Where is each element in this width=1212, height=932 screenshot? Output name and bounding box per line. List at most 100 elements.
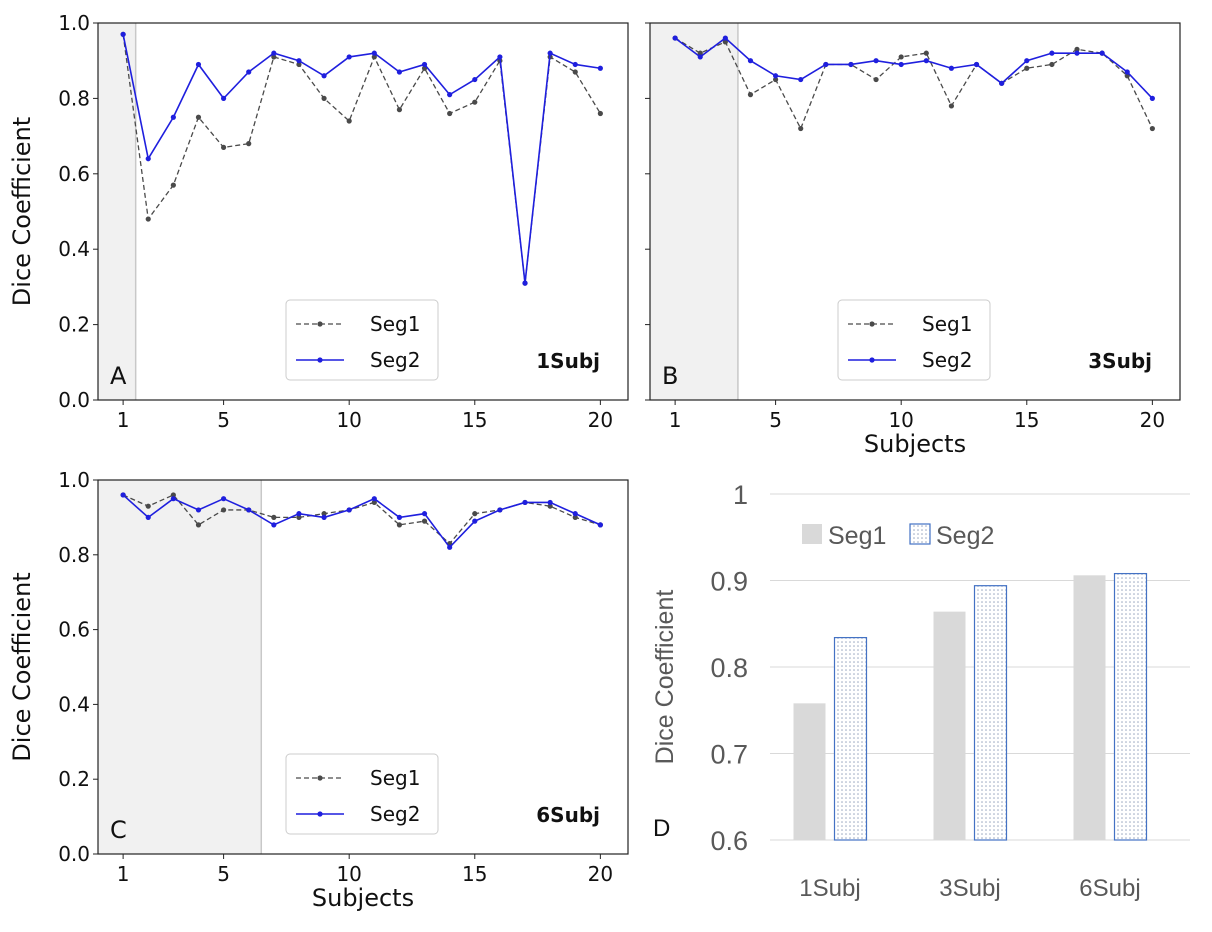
p1-series-seg2-point: [873, 58, 879, 64]
p1-legend-marker-seg2: [869, 357, 875, 363]
p2-plot-frame: [97, 479, 629, 855]
p2-series-seg2-point: [321, 514, 327, 521]
pd-category-label: 6Subj: [1079, 875, 1140, 902]
p2-series-seg2-point: [170, 496, 176, 502]
p1-series-seg1-point: [898, 54, 904, 60]
p2-training-region-shade: [98, 480, 262, 854]
p1-series-seg2-point: [973, 61, 980, 68]
pd-legend-swatch-seg2: [909, 523, 931, 545]
pd-y-tick-label: 0.7: [710, 740, 748, 770]
p1-x-tick-label: 5: [769, 408, 782, 432]
p2-y-tick-label: 1.0: [58, 468, 90, 492]
p0-series-seg2-point: [145, 156, 151, 162]
panel-d-bar-chart: 0.6 0.7 0.8 0.9 1 Dice Coefficient 1Subj 3Subj 6…: [651, 480, 1190, 902]
p0-y-tick-label: 1.0: [58, 11, 90, 35]
p2-series-seg2-point: [572, 511, 578, 517]
pd-y-tick-label: 0.9: [710, 567, 748, 597]
p2-y-tick-label: 0.6: [58, 618, 90, 642]
p0-series-seg1-point: [296, 61, 302, 68]
p1-legend-marker-seg1: [869, 321, 875, 327]
p0-series-seg1-point: [447, 110, 453, 117]
p0-panel-letter: A: [110, 362, 127, 390]
p1-x-tick-label: 10: [888, 408, 913, 432]
p2-series-seg2-point: [195, 507, 202, 513]
p0-series-seg1-point: [321, 95, 327, 101]
p0-series-seg2-point: [396, 69, 403, 75]
p0-y-tick-label: 0.2: [58, 313, 90, 337]
pd-panel-letter: D: [653, 815, 670, 842]
p2-series-seg1-point: [195, 522, 202, 528]
p2-x-tick-label: 20: [588, 862, 613, 886]
p2-series-seg2-point: [220, 496, 227, 502]
p1-series-seg2-point: [1149, 95, 1155, 101]
p1-plot-frame: [649, 22, 1181, 401]
p2-series-seg1-point: [371, 499, 377, 506]
p0-legend-label-seg2: Seg2: [370, 348, 420, 372]
p1-series-seg1-point: [798, 125, 804, 132]
p0-series-seg1-point: [472, 99, 478, 105]
p2-series-seg2-point: [246, 507, 252, 513]
p0-x-tick-label: 10: [336, 408, 361, 432]
p1-series-seg1-point: [722, 39, 728, 45]
p2-legend-label-seg1: Seg1: [370, 766, 420, 790]
p0-series-seg1-point: [572, 69, 578, 75]
p0-series-seg2-point: [497, 54, 503, 60]
p1-x-axis-title: Subjects: [864, 430, 966, 458]
pd-bar-seg1-6subj: [1073, 575, 1106, 840]
p2-panel-tag: 6Subj: [536, 803, 600, 827]
p2-series-seg2-point: [145, 514, 151, 521]
p1-series-seg1-point: [772, 76, 779, 83]
p0-y-tick-label: 0.0: [58, 388, 90, 412]
p1-series-seg2-point: [999, 80, 1005, 86]
p2-series-seg1-point: [170, 492, 176, 498]
p0-series-seg2-point: [421, 61, 428, 68]
p0-series-seg2-point: [522, 280, 528, 286]
p2-panel-letter: C: [110, 816, 127, 844]
p2-series-seg1-point: [572, 514, 578, 521]
p2-x-axis-title: Subjects: [312, 884, 414, 912]
p1-series-seg2-point: [747, 58, 754, 64]
p1-x-tick-label: 1: [669, 408, 682, 432]
p1-series-seg1-point: [1074, 46, 1080, 52]
p0-series-seg1-point: [195, 114, 202, 120]
pd-y-axis-title: Dice Coefficient: [651, 590, 679, 765]
p1-series-seg2-point: [848, 61, 854, 68]
p0-series-seg2-point: [246, 69, 252, 75]
p1-series-seg1-point: [948, 103, 955, 109]
p2-y-tick-label: 0.0: [58, 842, 90, 866]
p2-series-seg1-point: [145, 503, 151, 509]
p1-series-seg1-point: [747, 92, 754, 98]
p2-y-tick-label: 0.2: [58, 767, 90, 791]
p1-series-seg1-point: [1024, 65, 1030, 71]
p0-x-tick-label: 15: [462, 408, 487, 432]
p0-series-seg2-point: [296, 58, 302, 64]
pd-category-label: 1Subj: [799, 875, 860, 902]
p2-series-seg1-point: [296, 514, 302, 521]
p0-series-seg1-point: [396, 107, 403, 113]
p2-legend-marker-seg2: [317, 811, 323, 817]
p0-series-seg1-point: [371, 54, 377, 60]
p1-series-seg2-point: [1049, 50, 1055, 56]
p2-x-tick-label: 10: [336, 862, 361, 886]
pd-y-tick-label: 1: [733, 480, 748, 510]
p0-x-tick-label: 20: [588, 408, 613, 432]
p2-series-seg1-point: [472, 511, 478, 517]
p0-series-seg2-point: [572, 61, 578, 68]
p1-series-seg2-point: [672, 35, 678, 41]
p0-series-seg2-point: [220, 95, 227, 101]
p2-series-seg2-point: [271, 522, 277, 528]
pd-y-tick-label: 0.6: [710, 826, 748, 856]
p0-series-seg1-point: [220, 144, 227, 151]
pd-legend-label-seg2: Seg2: [936, 522, 994, 550]
p2-series-seg2-point: [296, 511, 302, 517]
p1-series-seg2-point: [923, 58, 929, 64]
p1-series-seg2-point: [772, 73, 779, 79]
p2-y-axis-title: Dice Coefficient: [8, 572, 36, 761]
pd-bar-seg2-6subj: [1113, 572, 1148, 841]
p2-series-seg1-point: [321, 511, 327, 517]
p0-y-tick-label: 0.4: [58, 237, 90, 261]
p0-series-seg2-point: [597, 65, 603, 71]
p1-panel-tag: 3Subj: [1088, 349, 1152, 373]
